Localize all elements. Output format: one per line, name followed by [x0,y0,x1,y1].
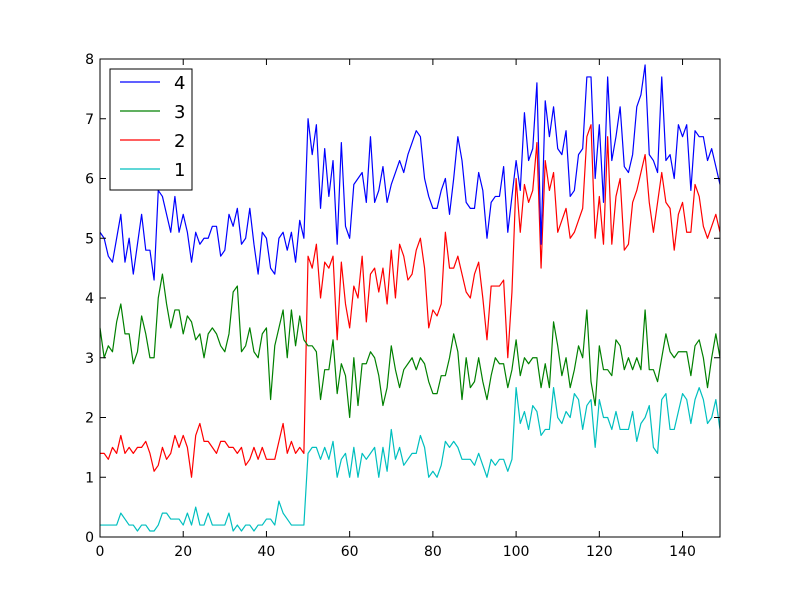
legend-label-3: 1 [174,160,185,181]
series-line-3 [100,387,721,532]
legend-label-0: 4 [174,73,185,94]
x-tick-label: 100 [503,544,530,560]
series-line-2 [100,124,721,478]
x-tick-label: 0 [96,544,105,560]
legend-box [109,68,193,191]
x-tick-label: 80 [424,544,442,560]
x-tick-label: 20 [174,544,192,560]
x-tick-label: 140 [669,544,696,560]
y-tick-label: 8 [85,52,94,68]
legend-label-1: 3 [174,102,185,123]
series-layer [99,64,721,532]
series-line-0 [99,64,721,281]
series-line-1 [99,273,721,419]
x-tick-label: 120 [586,544,613,560]
x-tick-label: 60 [341,544,359,560]
legend-label-2: 2 [174,131,185,152]
y-tick-label: 4 [85,291,94,307]
y-tick-label: 0 [85,530,94,546]
y-tick-label: 2 [85,411,94,427]
y-tick-label: 3 [85,351,94,367]
y-tick-label: 7 [85,112,94,128]
x-tick-label: 40 [258,544,276,560]
y-tick-label: 1 [85,470,94,486]
axis-ticks: 0 20 40 60 80 100 120 140 0 1 2 3 4 5 6 7 8 [85,52,720,560]
y-tick-label: 6 [85,172,94,188]
y-tick-label: 5 [85,231,94,247]
legend: 4 3 2 1 [109,68,193,191]
